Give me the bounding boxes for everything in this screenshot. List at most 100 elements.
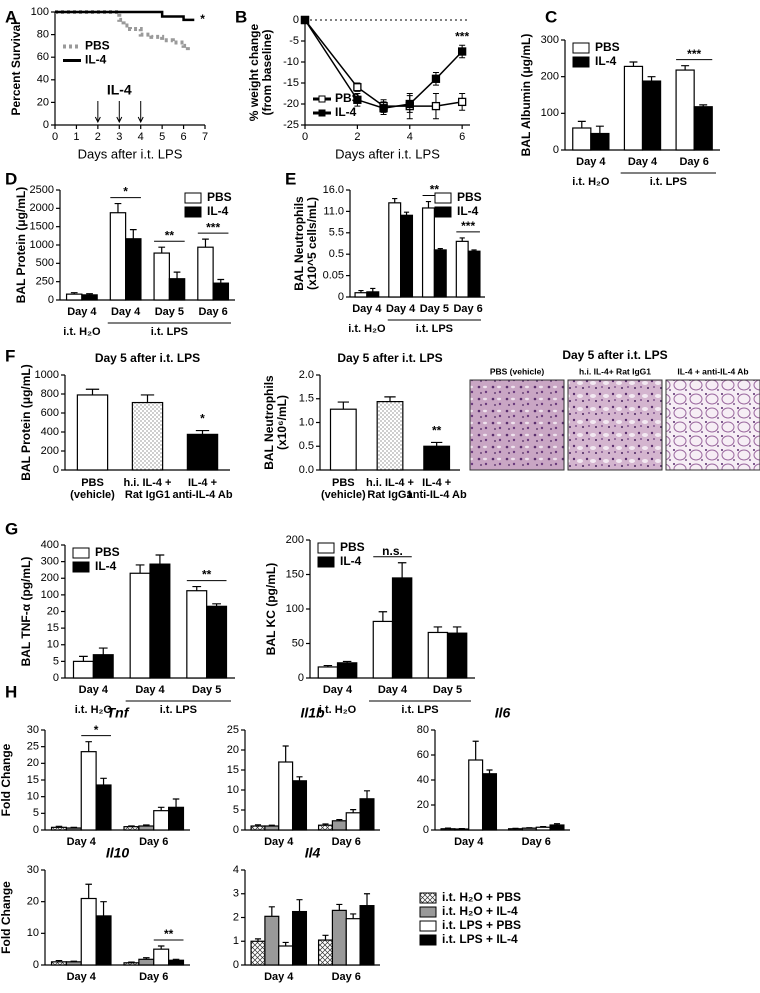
- error-bar: [85, 883, 92, 899]
- y-tick-label: 100: [541, 107, 559, 119]
- error-bar: [129, 229, 137, 239]
- x-tick-label: Day 4: [264, 836, 294, 848]
- y-tick-label: 250: [36, 276, 54, 288]
- bar: [427, 631, 449, 679]
- bar: [206, 605, 228, 679]
- bar: [65, 827, 82, 831]
- bar: [95, 915, 112, 966]
- bar: [391, 577, 413, 679]
- legend-swatch: [419, 892, 437, 904]
- bar: [291, 910, 308, 966]
- x-tick-label: 2: [95, 131, 101, 143]
- x-tick-label: h.i. IL-4 +: [124, 477, 172, 489]
- x-tick-label: 4: [407, 131, 413, 143]
- legend-label: i.t. H₂O + PBS: [442, 890, 521, 904]
- bar: [129, 572, 151, 679]
- x-tick-label: (vehicle): [321, 489, 366, 501]
- bar: [65, 961, 82, 966]
- x-tick-label: Day 5: [155, 306, 184, 318]
- x-tick-label: IL-4 +: [422, 477, 451, 489]
- y-tick-label: 200: [286, 534, 304, 546]
- y-tick-label: 20: [37, 96, 49, 108]
- error-bar: [140, 394, 155, 403]
- bar: [329, 408, 357, 471]
- y-tick-label: 0: [48, 294, 54, 306]
- y-tick-label: 25: [227, 724, 239, 736]
- micrograph-caption: IL-4 + anti-IL-4 Ab: [677, 366, 748, 376]
- x-tick-label: Day 5: [192, 684, 221, 696]
- x-tick-label: 0: [52, 131, 58, 143]
- y-tick-label: 5: [53, 655, 59, 667]
- chart-title: Il6: [495, 705, 511, 721]
- y-tick-label: 60: [417, 749, 429, 761]
- y-tick-label: 0: [33, 824, 39, 836]
- bar: [291, 780, 308, 831]
- bar: [693, 106, 713, 151]
- error-bar: [358, 289, 364, 293]
- x-tick-label: PBS: [81, 477, 104, 489]
- x-tick-label: Day 6: [332, 836, 361, 848]
- error-bar: [296, 899, 303, 912]
- legend-label: PBS: [85, 39, 110, 53]
- y-tick-label: 60: [37, 51, 49, 63]
- y-tick-label: 800: [41, 388, 59, 400]
- y-tick-label: 40: [417, 774, 429, 786]
- marker: [457, 97, 467, 107]
- y-tick-label: 1500: [30, 221, 54, 233]
- error-bar: [553, 823, 561, 825]
- error-bar: [403, 211, 410, 216]
- bar: [264, 825, 280, 831]
- y-tick-label: 20: [47, 605, 59, 617]
- bar: [468, 759, 484, 831]
- y-axis-label: BAL Neutrophils: [262, 375, 276, 470]
- legend-swatch: [317, 556, 335, 568]
- y-tick-label: 150: [286, 568, 304, 580]
- chart-title: Il10: [106, 845, 130, 861]
- legend-swatch: [419, 906, 437, 918]
- bar: [446, 632, 468, 679]
- x-tick-label: Day 4: [454, 836, 484, 848]
- significance: ***: [455, 29, 469, 43]
- y-tick-label: -15: [283, 77, 299, 89]
- x-tick-label: Day 4: [111, 306, 141, 318]
- error-bar: [128, 961, 135, 963]
- y-tick-label: 0: [233, 824, 239, 836]
- bar: [65, 293, 83, 301]
- y-tick-label: 300: [41, 556, 59, 568]
- error-bar: [350, 913, 357, 919]
- significance: *: [200, 12, 205, 26]
- bar: [149, 563, 171, 679]
- bar: [467, 250, 481, 298]
- y-tick-label: 200: [41, 572, 59, 584]
- error-bar: [322, 823, 329, 826]
- bar: [336, 662, 358, 679]
- error-bar: [143, 824, 150, 826]
- x-tick-label: Day 5: [433, 684, 462, 696]
- y-tick-label: 3: [233, 888, 239, 900]
- legend-label: i.t. LPS + IL-4: [442, 932, 518, 946]
- group-label: i.t. H₂O: [63, 326, 101, 338]
- significance: *: [200, 412, 205, 426]
- bar: [535, 826, 551, 831]
- bar: [168, 806, 185, 831]
- error-bar: [595, 125, 604, 134]
- error-bar: [55, 825, 63, 828]
- legend-swatch: [317, 542, 335, 554]
- y-tick-label: 5: [233, 804, 239, 816]
- arrow-label: IL-4: [107, 82, 132, 98]
- marker: [457, 47, 467, 56]
- x-tick-label: Day 4: [323, 684, 353, 696]
- marker: [405, 99, 414, 109]
- y-axis-label: BAL Albumin (μg/mL): [519, 34, 533, 157]
- arrow: [116, 101, 123, 124]
- legend-label: i.t. H₂O + IL-4: [442, 904, 518, 918]
- legend-label: IL-4: [207, 204, 229, 218]
- marker: [353, 83, 362, 92]
- error-bar: [254, 938, 262, 942]
- y-tick-label: 200: [41, 445, 59, 457]
- bar: [123, 962, 140, 966]
- x-tick-label: Day 4: [386, 303, 416, 315]
- error-bar: [202, 238, 209, 248]
- y-tick-label: 10: [27, 927, 39, 939]
- x-tick-label: h.i. IL-4 +: [366, 477, 414, 489]
